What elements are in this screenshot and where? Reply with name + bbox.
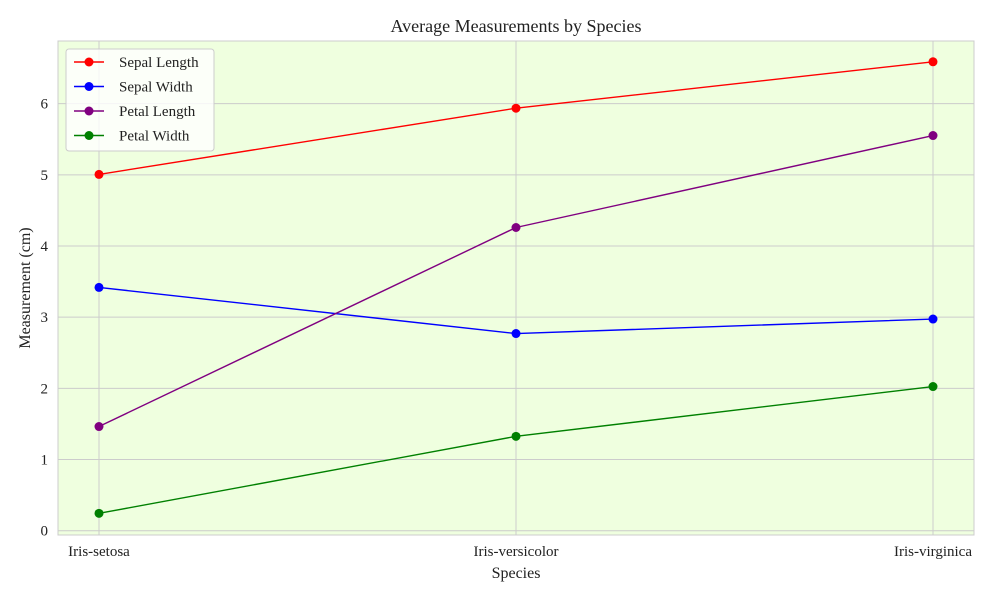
series-petal-width <box>94 382 938 518</box>
legend-label: Sepal Length <box>119 55 199 71</box>
legend-label: Petal Width <box>119 129 190 145</box>
chart-title: Average Measurements by Species <box>390 16 641 36</box>
y-tick-label: 4 <box>41 239 49 255</box>
plot-frame <box>57 40 975 536</box>
x-axis-ticks: Iris-setosa Iris-versicolor Iris-virginica <box>68 544 972 560</box>
series-group <box>94 57 938 518</box>
data-point-sepal-width <box>511 329 521 339</box>
y-axis-label: Measurement (cm) <box>17 227 34 348</box>
legend-marker <box>84 106 94 116</box>
data-point-petal-length <box>928 131 938 141</box>
legend-label: Sepal Width <box>119 80 193 96</box>
x-axis-label: Species <box>492 565 541 582</box>
legend: Sepal Length Sepal Width Petal Length Petal… <box>65 48 215 152</box>
x-tick-label: Iris-versicolor <box>474 544 559 560</box>
data-point-petal-width <box>928 382 938 392</box>
legend-label: Petal Length <box>119 104 196 120</box>
x-tick-label: Iris-virginica <box>894 544 972 560</box>
y-axis-ticks: 0 1 2 3 4 5 6 <box>41 97 49 540</box>
data-point-sepal-length <box>928 57 938 67</box>
legend-marker <box>84 57 94 67</box>
legend-box <box>65 48 215 152</box>
y-tick-label: 6 <box>41 97 49 113</box>
y-tick-label: 3 <box>41 310 49 326</box>
legend-marker <box>84 82 94 91</box>
data-point-petal-width <box>94 508 104 518</box>
data-point-sepal-width <box>94 282 104 292</box>
legend-marker <box>84 131 94 140</box>
y-tick-label: 5 <box>41 168 49 184</box>
legend-item-sepal-width: Sepal Width <box>74 80 193 96</box>
legend-item-sepal-length: Sepal Length <box>74 55 199 71</box>
y-tick-label: 2 <box>41 381 49 397</box>
data-point-sepal-length <box>94 169 104 179</box>
y-tick-label: 1 <box>41 453 49 469</box>
y-tick-label: 0 <box>41 524 49 540</box>
data-point-petal-length <box>511 222 521 232</box>
data-point-petal-width <box>511 431 521 441</box>
legend-item-petal-length: Petal Length <box>74 104 196 120</box>
data-point-sepal-length <box>511 103 521 113</box>
series-sepal-width <box>94 282 938 339</box>
x-tick-label: Iris-setosa <box>68 544 130 560</box>
series-sepal-length <box>94 57 938 179</box>
data-point-petal-length <box>94 422 104 432</box>
data-point-sepal-width <box>928 314 938 324</box>
legend-item-petal-width: Petal Width <box>74 129 190 145</box>
series-petal-length <box>94 131 938 432</box>
